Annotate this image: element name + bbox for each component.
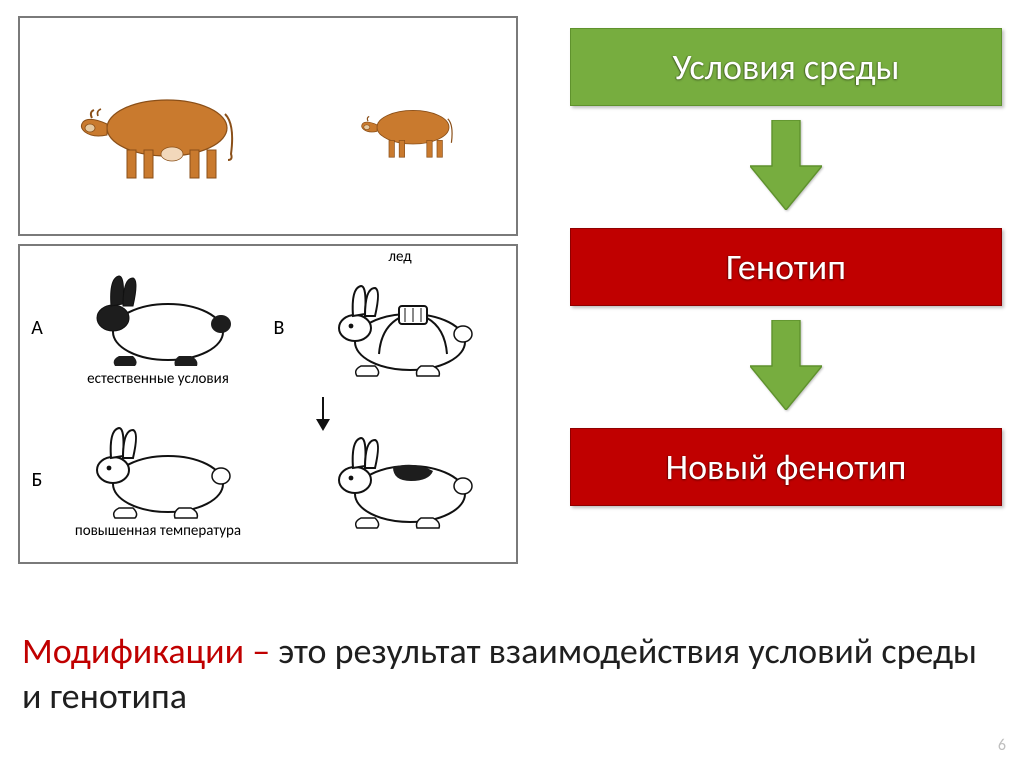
rabbit-v-icon <box>315 278 485 378</box>
rabbit-letter-v: В <box>268 254 290 402</box>
rabbit-letter-a: А <box>26 254 48 402</box>
rabbit-letter-empty <box>268 406 290 554</box>
cow-small-icon <box>356 90 464 162</box>
definition-text: Модификации – это результат взаимодейств… <box>22 629 1002 719</box>
rabbit-cell-v: лед <box>290 254 510 402</box>
rabbit-grid: А естественные условия В лед <box>20 246 516 562</box>
rabbit-b-icon <box>73 420 243 520</box>
definition-dash: – <box>244 629 278 673</box>
rabbit-a-icon <box>73 268 243 368</box>
flow-box-phenotype: Новый фенотип <box>570 428 1002 506</box>
flow-box-conditions: Условия среды <box>570 28 1002 106</box>
flow-box-genotype: Генотип <box>570 228 1002 306</box>
cow-large-icon <box>72 66 252 186</box>
arrow-down-1-icon <box>750 120 822 210</box>
arrow-down-2-icon <box>750 320 822 410</box>
inner-arrow-icon <box>313 395 333 433</box>
rabbit-caption-b: повышенная температура <box>75 522 241 540</box>
rabbit-caption-ice: лед <box>290 248 510 266</box>
slide-number: 6 <box>998 736 1006 755</box>
definition-term: Модификации <box>22 629 244 673</box>
rabbit-cell-a: естественные условия <box>48 254 268 402</box>
flow-column: Условия среды Генотип Новый фенотип <box>570 28 1002 506</box>
left-illustrations: А естественные условия В лед <box>18 16 518 572</box>
rabbit-cell-b: повышенная температура <box>48 406 268 554</box>
rabbits-panel: А естественные условия В лед <box>18 244 518 564</box>
rabbit-patch-icon <box>315 430 485 530</box>
cows-panel <box>18 16 518 236</box>
rabbit-caption-a: естественные условия <box>87 370 229 388</box>
rabbit-letter-b: Б <box>26 406 48 554</box>
